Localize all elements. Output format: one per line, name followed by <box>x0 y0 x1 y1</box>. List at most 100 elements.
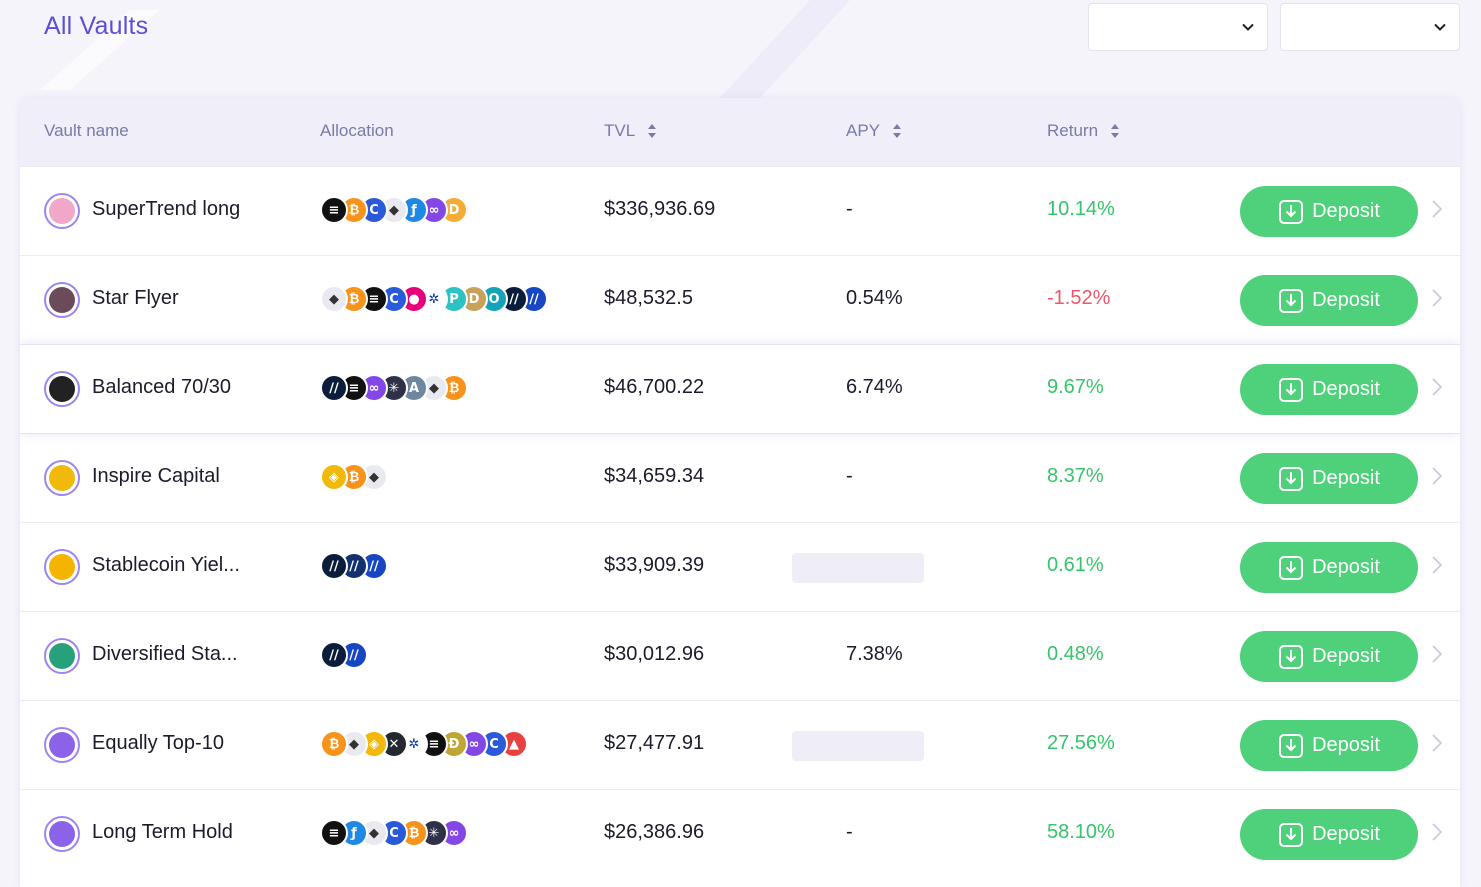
vault-name[interactable]: SuperTrend long <box>92 198 241 220</box>
column-header-vault-name: Vault name <box>44 121 129 141</box>
chevron-right-icon[interactable] <box>1430 644 1444 664</box>
deposit-button[interactable]: Deposit <box>1240 186 1418 237</box>
vault-icon-fill <box>49 198 75 224</box>
apy-value: - <box>846 465 853 487</box>
table-row[interactable]: Star Flyer ◆ ₿ ≡ C ● ✲ P D O ∕∕ ∕∕ $48,532.5 0.54% -1.… <box>20 255 1460 344</box>
scales-icon <box>44 371 80 407</box>
return-value: -1.52% <box>1047 287 1111 309</box>
download-icon <box>1279 199 1304 224</box>
deposit-label: Deposit <box>1312 556 1380 578</box>
table-row[interactable]: Inspire Capital ◈ ₿ ◆ $34,659.34 - 8.37% Deposi… <box>20 433 1460 522</box>
allocation-coins: ∕∕ ∕∕ <box>320 641 368 669</box>
apy-value: 6.74% <box>846 376 903 398</box>
table-header: Vault name Allocation TVL APY Return <box>20 98 1460 166</box>
column-label: APY <box>846 121 881 140</box>
apy-value: 7.38% <box>846 643 903 665</box>
deposit-button[interactable]: Deposit <box>1240 453 1418 504</box>
table-row[interactable]: Stablecoin Yiel... ∕∕ ∕∕ ∕∕ $33,909.39 0.61% D… <box>20 522 1460 611</box>
deposit-button[interactable]: Deposit <box>1240 542 1418 593</box>
tvl-value: $336,936.69 <box>604 198 716 220</box>
return-value: 0.48% <box>1047 643 1104 665</box>
return-value: 10.14% <box>1047 198 1115 220</box>
download-icon <box>1279 733 1304 758</box>
chevron-right-icon[interactable] <box>1430 199 1444 219</box>
filter-select-2[interactable] <box>1280 3 1460 51</box>
allocation-coins: ◈ ₿ ◆ <box>320 463 388 491</box>
vault-icon-fill <box>49 643 75 669</box>
chevron-right-icon[interactable] <box>1430 288 1444 308</box>
sort-icon[interactable] <box>1110 123 1120 139</box>
tvl-value: $26,386.96 <box>604 821 705 843</box>
return-value: 8.37% <box>1047 465 1104 487</box>
table-row[interactable]: Balanced 70/30 ∕∕ ≡ ∞ ✳ A ◆ ₿ $46,700.22 6.74% 9.6… <box>20 344 1460 433</box>
stablecoins-icon <box>44 638 80 674</box>
column-label: Allocation <box>320 121 394 140</box>
tvl-value: $33,909.39 <box>604 554 705 576</box>
table-body: SuperTrend long ≡ ₿ C ◆ ƒ ∞ D $336,936.69 - 10.14%… <box>20 166 1460 878</box>
table-row[interactable]: SuperTrend long ≡ ₿ C ◆ ƒ ∞ D $336,936.69 - 10.14%… <box>20 166 1460 255</box>
download-icon <box>1279 822 1304 847</box>
deposit-label: Deposit <box>1312 645 1380 667</box>
allocation-coins: ₿ ◆ ◈ ✕ ✲ ≡ Ð ∞ C ▲ <box>320 730 528 758</box>
return-value: 58.10% <box>1047 821 1115 843</box>
table-row[interactable]: Diversified Sta... ∕∕ ∕∕ $30,012.96 7.38% 0.4… <box>20 611 1460 700</box>
vault-name[interactable]: Long Term Hold <box>92 821 233 843</box>
allocation-coins: ∕∕ ∕∕ ∕∕ <box>320 552 388 580</box>
return-value: 0.61% <box>1047 554 1104 576</box>
sort-icon[interactable] <box>892 123 902 139</box>
usual-icon: ∕∕ <box>320 641 348 669</box>
allocation-coins: ◆ ₿ ≡ C ● ✲ P D O ∕∕ ∕∕ <box>320 285 548 313</box>
column-label: Vault name <box>44 121 129 140</box>
table-row[interactable]: Equally Top-10 ₿ ◆ ◈ ✕ ✲ ≡ Ð ∞ C ▲ $27,477.91 27.56%… <box>20 700 1460 789</box>
deposit-label: Deposit <box>1312 467 1380 489</box>
chevron-right-icon[interactable] <box>1430 555 1444 575</box>
filter-select-1[interactable] <box>1088 3 1268 51</box>
deposit-button[interactable]: Deposit <box>1240 275 1418 326</box>
ethereum-icon: ◆ <box>320 285 348 313</box>
chevron-right-icon[interactable] <box>1430 822 1444 842</box>
deposit-button[interactable]: Deposit <box>1240 720 1418 771</box>
vault-icon-fill <box>49 554 75 580</box>
column-header-allocation: Allocation <box>320 121 394 141</box>
vault-name[interactable]: Balanced 70/30 <box>92 376 232 398</box>
deposit-label: Deposit <box>1312 823 1380 845</box>
column-label: TVL <box>604 121 636 140</box>
vault-icon-fill <box>49 376 75 402</box>
coin-stack-icon <box>44 549 80 585</box>
x-logo-icon <box>44 727 80 763</box>
vault-name[interactable]: Inspire Capital <box>92 465 220 487</box>
deposit-button[interactable]: Deposit <box>1240 809 1418 860</box>
rainbow-swirl-icon <box>44 193 80 229</box>
apy-loading-skeleton <box>792 553 924 583</box>
chevron-down-icon <box>1434 23 1446 31</box>
allocation-coins: ≡ ƒ ◆ C ₿ ✳ ∞ <box>320 819 468 847</box>
deposit-button[interactable]: Deposit <box>1240 364 1418 415</box>
chevron-down-icon <box>1242 23 1254 31</box>
sort-icon[interactable] <box>647 123 657 139</box>
chevron-right-icon[interactable] <box>1430 377 1444 397</box>
page-title: All Vaults <box>44 12 149 40</box>
deposit-button[interactable]: Deposit <box>1240 631 1418 682</box>
usual-icon: ∕∕ <box>320 374 348 402</box>
chevron-right-icon[interactable] <box>1430 733 1444 753</box>
column-header-tvl[interactable]: TVL <box>604 121 657 141</box>
tvl-value: $46,700.22 <box>604 376 705 398</box>
column-label: Return <box>1047 121 1099 140</box>
vault-name[interactable]: Equally Top-10 <box>92 732 224 754</box>
vault-name[interactable]: Stablecoin Yiel... <box>92 554 240 576</box>
column-header-apy[interactable]: APY <box>846 121 902 141</box>
vault-name[interactable]: Star Flyer <box>92 287 179 309</box>
vault-icon-fill <box>49 465 75 491</box>
vault-icon-fill <box>49 821 75 847</box>
ethena-icon: ≡ <box>320 196 348 224</box>
table-row[interactable]: Long Term Hold ≡ ƒ ◆ C ₿ ✳ ∞ $26,386.96 - 58.10% De… <box>20 789 1460 878</box>
tvl-value: $30,012.96 <box>604 643 705 665</box>
bitcoin-icon: ₿ <box>320 730 348 758</box>
chevron-right-icon[interactable] <box>1430 466 1444 486</box>
tvl-value: $27,477.91 <box>604 732 705 754</box>
chainlink-icon: C <box>380 819 408 847</box>
apy-value: 0.54% <box>846 287 903 309</box>
vault-name[interactable]: Diversified Sta... <box>92 643 238 665</box>
column-header-return[interactable]: Return <box>1047 121 1120 141</box>
allocation-coins: ≡ ₿ C ◆ ƒ ∞ D <box>320 196 468 224</box>
